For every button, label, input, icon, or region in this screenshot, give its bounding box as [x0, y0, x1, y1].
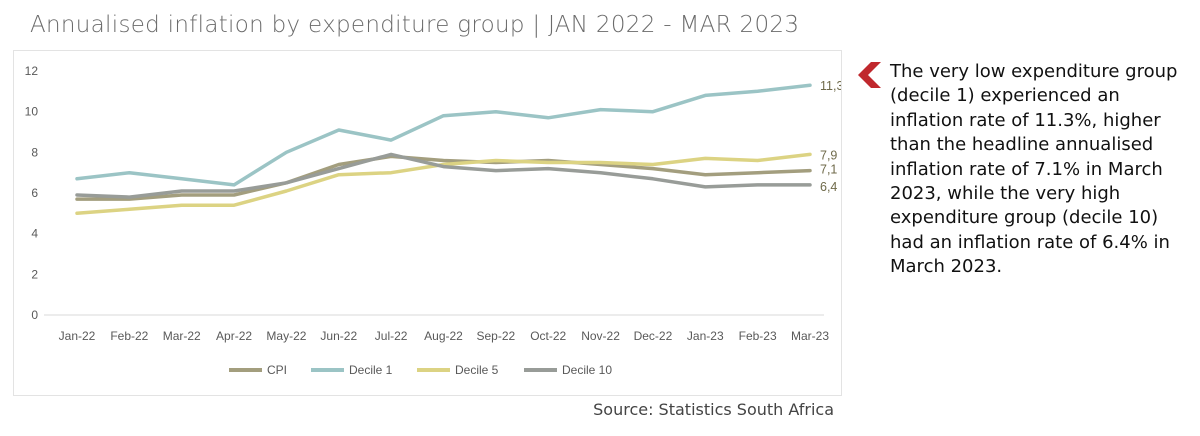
x-tick-label: May-22 [266, 329, 306, 343]
x-tick-label: Feb-22 [110, 329, 148, 343]
series-lines [75, 83, 812, 216]
x-tick-label: Mar-22 [163, 329, 201, 343]
x-tick-label: Jan-23 [687, 329, 724, 343]
series-line-cpi [75, 154, 812, 201]
end-label-decile-1: 11,3 [820, 79, 841, 93]
x-tick-label: Oct-22 [530, 329, 566, 343]
x-tick-label: Jul-22 [375, 329, 408, 343]
chevron-left-icon [858, 62, 881, 88]
y-tick-label: 4 [31, 227, 38, 241]
y-tick-label: 8 [31, 145, 38, 159]
legend-label: Decile 5 [455, 363, 499, 377]
end-label-cpi: 7,1 [820, 163, 837, 177]
y-tick-label: 10 [25, 105, 39, 119]
line-chart: 0 2 4 6 8 10 12 Jan-22 Feb-22 Mar-22 Apr-22 May-22… [25, 64, 841, 377]
y-axis-ticks: 0 2 4 6 8 10 12 [25, 64, 39, 322]
end-label-decile-10: 6,4 [820, 180, 837, 194]
x-tick-label: Jun-22 [320, 329, 357, 343]
x-tick-label: Mar-23 [791, 329, 829, 343]
x-tick-label: Nov-22 [581, 329, 620, 343]
x-tick-label: Feb-23 [739, 329, 777, 343]
series-end-labels: 7,1 11,3 7,9 6,4 [820, 79, 841, 194]
legend-label: Decile 10 [562, 363, 612, 377]
series-line-decile-10 [75, 152, 812, 199]
legend-label: Decile 1 [349, 363, 393, 377]
x-tick-label: Sep-22 [477, 329, 516, 343]
source-note: Source: Statistics South Africa [593, 400, 834, 419]
end-label-decile-5: 7,9 [820, 148, 837, 162]
chart-legend: CPI Decile 1 Decile 5 Decile 10 [229, 363, 612, 377]
y-tick-label: 6 [31, 186, 38, 200]
x-tick-label: Aug-22 [424, 329, 463, 343]
series-line-decile-1 [75, 83, 812, 187]
commentary-text: The very low expenditure group (decile 1… [890, 61, 1178, 278]
page-title: Annualised inflation by expenditure grou… [30, 12, 800, 38]
legend-label: CPI [267, 363, 287, 377]
chart-panel: 0 2 4 6 8 10 12 Jan-22 Feb-22 Mar-22 Apr-22 May-22… [13, 50, 842, 396]
y-tick-label: 12 [25, 64, 39, 78]
y-tick-label: 2 [31, 267, 38, 281]
series-line-decile-5 [75, 152, 812, 216]
x-tick-label: Apr-22 [216, 329, 252, 343]
x-axis-ticks: Jan-22 Feb-22 Mar-22 Apr-22 May-22 Jun-22 Jul-… [59, 329, 830, 343]
y-tick-label: 0 [31, 308, 38, 322]
x-tick-label: Dec-22 [634, 329, 673, 343]
x-tick-label: Jan-22 [59, 329, 96, 343]
